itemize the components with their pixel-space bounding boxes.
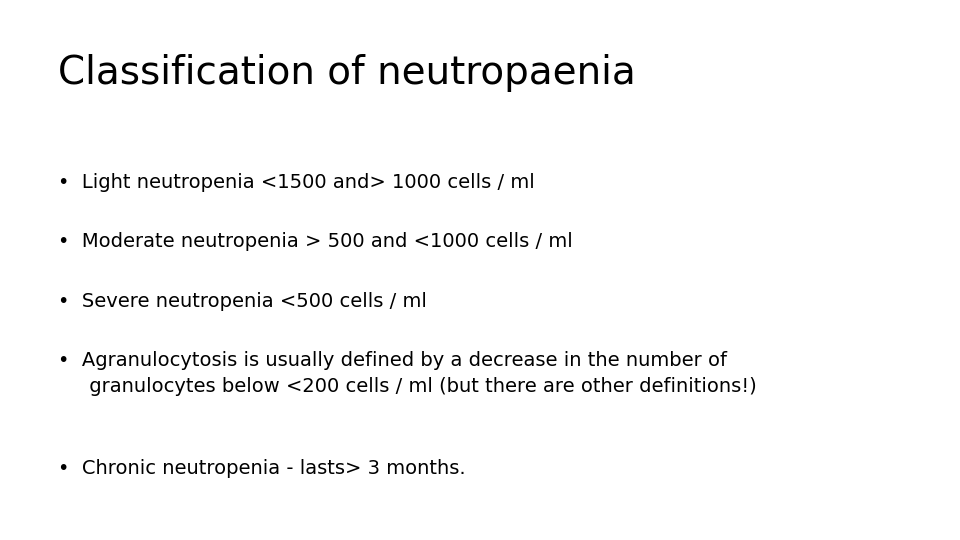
Text: •  Severe neutropenia <500 cells / ml: • Severe neutropenia <500 cells / ml [58,292,426,310]
Text: •  Agranulocytosis is usually defined by a decrease in the number of
     granul: • Agranulocytosis is usually defined by … [58,351,756,396]
Text: Classification of neutropaenia: Classification of neutropaenia [58,54,636,92]
Text: •  Moderate neutropenia > 500 and <1000 cells / ml: • Moderate neutropenia > 500 and <1000 c… [58,232,572,251]
Text: •  Light neutropenia <1500 and> 1000 cells / ml: • Light neutropenia <1500 and> 1000 cell… [58,173,535,192]
Text: •  Chronic neutropenia - lasts> 3 months.: • Chronic neutropenia - lasts> 3 months. [58,459,466,478]
